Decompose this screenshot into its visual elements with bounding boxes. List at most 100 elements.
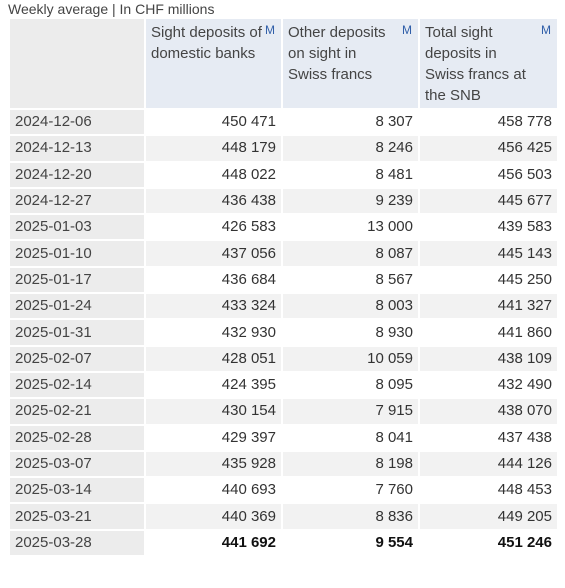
value-cell: 439 583 [418,213,559,242]
value-cell: 8 481 [281,160,420,189]
column-header: Total sight deposits in Swiss francs at … [418,17,559,110]
table-row: 2025-02-14 424 395 8 095 432 490 [8,370,559,400]
table-row: 2025-02-28 429 397 8 041 437 438 [8,423,559,452]
value-cell: 445 143 [418,239,559,268]
date-cell: 2025-03-14 [8,476,146,505]
date-cell: 2024-12-27 [8,186,146,216]
table-row: 2024-12-13 448 179 8 246 456 425 [8,134,559,163]
table-row: 2025-01-10 437 056 8 087 445 143 [8,239,559,268]
table-row: 2025-03-07 435 928 8 198 444 126 [8,449,559,479]
date-cell: 2025-02-14 [8,370,146,400]
value-cell: 437 438 [418,423,559,452]
corner-cell [8,17,146,110]
value-cell: 448 453 [418,476,559,505]
value-cell: 458 778 [418,107,559,137]
header-marker[interactable]: M [265,23,275,37]
table-row: 2025-01-03 426 583 13 000 439 583 [8,213,559,242]
value-cell: 430 154 [144,397,283,426]
header-label: Other deposits on sight in Swiss francs [288,24,386,83]
caption: Weekly average | In CHF millions [8,1,215,17]
header-marker[interactable]: M [541,23,551,37]
value-cell: 441 327 [418,292,559,321]
date-cell: 2025-02-21 [8,397,146,426]
date-cell: 2025-01-10 [8,239,146,268]
value-cell: 8 003 [281,292,420,321]
table-row: 2025-02-07 428 051 10 059 438 109 [8,344,559,373]
value-cell: 441 692 [144,528,283,558]
header-label: Sight deposits of domestic banks [151,24,262,62]
table-body: 2024-12-06 450 471 8 307 458 778 2024-12-13 4… [8,107,559,558]
table-row: 2024-12-06 450 471 8 307 458 778 [8,107,559,137]
value-cell: 8 930 [281,318,420,347]
value-cell: 8 095 [281,370,420,400]
table-row: 2025-03-21 440 369 8 836 449 205 [8,502,559,531]
date-cell: 2025-02-28 [8,423,146,452]
value-cell: 9 239 [281,186,420,216]
table-row: 2025-01-31 432 930 8 930 441 860 [8,318,559,347]
value-cell: 450 471 [144,107,283,137]
date-cell: 2025-01-31 [8,318,146,347]
value-cell: 432 930 [144,318,283,347]
value-cell: 13 000 [281,213,420,242]
header-label: Total sight deposits in Swiss francs at … [425,24,526,104]
header-row: Sight deposits of domestic banks M Other d… [8,17,559,110]
value-cell: 456 425 [418,134,559,163]
date-cell: 2025-01-17 [8,265,146,295]
value-cell: 8 836 [281,502,420,531]
date-cell: 2025-01-03 [8,213,146,242]
value-cell: 435 928 [144,449,283,479]
date-cell: 2024-12-20 [8,160,146,189]
value-cell: 428 051 [144,344,283,373]
value-cell: 8 246 [281,134,420,163]
value-cell: 440 693 [144,476,283,505]
header-marker[interactable]: M [402,23,412,37]
value-cell: 7 915 [281,397,420,426]
date-cell: 2025-02-07 [8,344,146,373]
table-row: 2025-01-17 436 684 8 567 445 250 [8,265,559,295]
value-cell: 8 307 [281,107,420,137]
date-cell: 2024-12-13 [8,134,146,163]
value-cell: 449 205 [418,502,559,531]
date-cell: 2024-12-06 [8,107,146,137]
value-cell: 437 056 [144,239,283,268]
column-header: Sight deposits of domestic banks M [144,17,283,110]
value-cell: 448 022 [144,160,283,189]
table-row: 2025-03-14 440 693 7 760 448 453 [8,476,559,505]
value-cell: 433 324 [144,292,283,321]
deposits-table: Sight deposits of domestic banks M Other d… [8,17,559,558]
date-cell: 2025-03-21 [8,502,146,531]
value-cell: 8 567 [281,265,420,295]
value-cell: 451 246 [418,528,559,558]
value-cell: 436 438 [144,186,283,216]
value-cell: 438 109 [418,344,559,373]
value-cell: 436 684 [144,265,283,295]
table-row: 2024-12-20 448 022 8 481 456 503 [8,160,559,189]
value-cell: 441 860 [418,318,559,347]
value-cell: 8 087 [281,239,420,268]
value-cell: 426 583 [144,213,283,242]
column-header: Other deposits on sight in Swiss francs M [281,17,420,110]
value-cell: 9 554 [281,528,420,558]
table-row: 2024-12-27 436 438 9 239 445 677 [8,186,559,216]
value-cell: 429 397 [144,423,283,452]
date-cell: 2025-03-28 [8,528,146,558]
value-cell: 445 250 [418,265,559,295]
value-cell: 456 503 [418,160,559,189]
value-cell: 424 395 [144,370,283,400]
value-cell: 448 179 [144,134,283,163]
value-cell: 10 059 [281,344,420,373]
value-cell: 440 369 [144,502,283,531]
table-row: 2025-03-28 441 692 9 554 451 246 [8,528,559,558]
date-cell: 2025-01-24 [8,292,146,321]
table-row: 2025-01-24 433 324 8 003 441 327 [8,292,559,321]
value-cell: 444 126 [418,449,559,479]
value-cell: 432 490 [418,370,559,400]
value-cell: 8 041 [281,423,420,452]
value-cell: 8 198 [281,449,420,479]
value-cell: 438 070 [418,397,559,426]
value-cell: 7 760 [281,476,420,505]
value-cell: 445 677 [418,186,559,216]
date-cell: 2025-03-07 [8,449,146,479]
table-row: 2025-02-21 430 154 7 915 438 070 [8,397,559,426]
